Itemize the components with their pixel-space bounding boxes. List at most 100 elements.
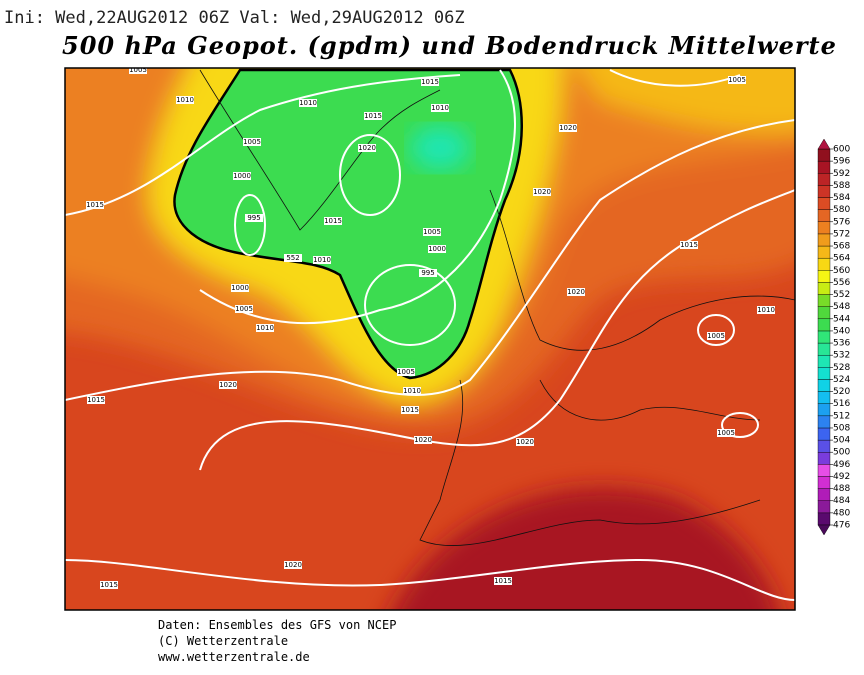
colorbar-label: 544	[833, 314, 850, 324]
contour-labels: 1005 1010 1010 1015 1010 1015 1005 1020 1005 1020…	[86, 68, 775, 589]
contour-label-bg	[757, 306, 775, 314]
contour-label-bg	[516, 438, 534, 446]
contour-label: 1020	[219, 381, 237, 389]
contour-label-bg	[728, 76, 746, 84]
contour-label: 1015	[401, 406, 419, 414]
contour-label-bg	[235, 305, 253, 313]
colorbar-bin	[817, 318, 831, 332]
colorbar-bin	[817, 342, 831, 356]
colorbar-bin	[817, 354, 831, 368]
colorbar-bin	[817, 185, 831, 198]
contour-label-bg	[403, 387, 421, 395]
colorbar-label: 564	[833, 254, 850, 264]
contour-label: 1000	[233, 172, 251, 180]
colorbar-arrow-top	[817, 138, 831, 150]
colorbar-bin	[817, 209, 831, 222]
colorbar-bin	[817, 306, 831, 320]
contour-label-bg	[680, 241, 698, 249]
colorbar-label: 576	[833, 217, 850, 227]
contour-label-bg	[358, 144, 376, 152]
colorbar-bin	[817, 257, 831, 271]
contour-label-bg	[243, 138, 261, 146]
colorbar-bin	[817, 403, 831, 417]
colorbar-label: 536	[833, 339, 850, 349]
colorbar-label: 580	[833, 205, 850, 215]
contour-label: 1010	[176, 96, 194, 104]
contour-label: 995	[247, 214, 260, 222]
contour-label-bg	[559, 124, 577, 132]
contour-label-bg	[419, 269, 437, 277]
contour-label: 1010	[403, 387, 421, 395]
contour-label: 1015	[494, 577, 512, 585]
contour-label-bg	[364, 112, 382, 120]
contour-label-bg	[176, 96, 194, 104]
contour-label: 1000	[428, 245, 446, 253]
colorbar-label: 476	[833, 521, 850, 531]
contour-label: 1015	[364, 112, 382, 120]
colorbar-label: 600	[833, 145, 850, 155]
colorbar-label: 596	[833, 157, 850, 167]
contour-label-bg	[401, 406, 419, 414]
contour-label-bg	[423, 228, 441, 236]
contour-label: 1010	[431, 104, 449, 112]
colorbar-label: 500	[833, 448, 850, 458]
contour-label-bg	[129, 68, 147, 74]
contour-label-bg	[707, 332, 725, 340]
colorbar-bin	[817, 330, 831, 344]
colorbar-label: 584	[833, 193, 850, 203]
contour-label-bg	[87, 396, 105, 404]
colorbar-label: 512	[833, 411, 850, 421]
footer-line: (C) Wetterzentrale	[158, 634, 288, 648]
contour-label-bg	[533, 188, 551, 196]
contour-label: 1020	[516, 438, 534, 446]
contour-label: 1010	[757, 306, 775, 314]
footer-line: www.wetterzentrale.de	[158, 650, 310, 664]
colorbar-bin	[817, 488, 831, 501]
colorbar-bin	[817, 464, 831, 477]
colorbar-label: 524	[833, 375, 850, 385]
contour-label-bg	[414, 436, 432, 444]
field-low	[410, 126, 470, 170]
colorbar-bin	[817, 476, 831, 489]
contour-label: 1005	[243, 138, 261, 146]
colorbar: 476 480 484 488 492 496 500 504 508 512 516 520 524 5…	[817, 138, 850, 536]
contour-label-bg	[284, 561, 302, 569]
colorbar-label: 492	[833, 472, 850, 482]
colorbar-label: 568	[833, 242, 850, 252]
colorbar-bin	[817, 245, 831, 259]
colorbar-label: 516	[833, 399, 850, 409]
map: 1005 1010 1010 1015 1010 1015 1005 1020 1005 1020…	[65, 68, 795, 610]
colorbar-label: 572	[833, 229, 850, 239]
contour-label: 1015	[100, 581, 118, 589]
contour-label: 1015	[86, 201, 104, 209]
contour-label: 1015	[680, 241, 698, 249]
contour-label: 1005	[728, 76, 746, 84]
contour-label-bg	[284, 254, 302, 262]
isobars	[65, 69, 795, 601]
contour-label-bg	[299, 99, 317, 107]
contour-label-bg	[256, 324, 274, 332]
colorbar-bin	[817, 221, 831, 235]
colorbar-bin	[817, 500, 831, 514]
contour-label-bg	[233, 172, 251, 180]
colorbar-bin	[817, 173, 831, 186]
run-info: Ini: Wed,22AUG2012 06Z Val: Wed,29AUG201…	[4, 8, 465, 28]
contour-label: 1005	[717, 429, 735, 437]
contour-label: 1020	[533, 188, 551, 196]
colorbar-bin	[817, 294, 831, 307]
contour-label-bg	[245, 214, 263, 222]
colorbar-label: 556	[833, 278, 850, 288]
colorbar-label: 540	[833, 326, 850, 336]
contour-label: 1005	[397, 368, 415, 376]
contour-label-bg	[219, 381, 237, 389]
contour-label-bg	[431, 104, 449, 112]
contour-label: 1020	[358, 144, 376, 152]
colorbar-bin	[817, 233, 831, 247]
colorbar-label: 480	[833, 508, 850, 518]
contour-label-bg	[494, 577, 512, 585]
colorbar-bin	[817, 427, 831, 441]
contour-label-bg	[324, 217, 342, 225]
map-title: 500 hPa Geopot. (gpdm) und Bodendruck Mi…	[62, 31, 837, 60]
contour-label: 1015	[87, 396, 105, 404]
